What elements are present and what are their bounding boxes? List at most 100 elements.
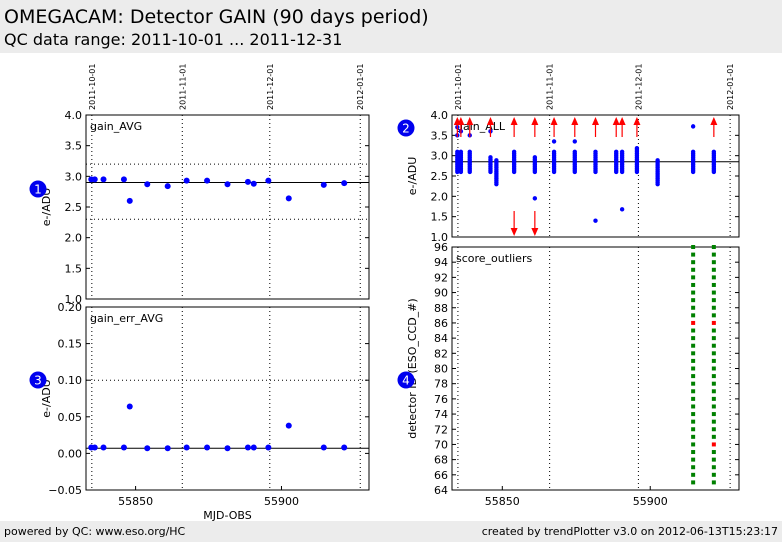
data-point	[144, 181, 151, 188]
x-tick-label: 55900	[633, 495, 668, 508]
date-tick-label: 2011-10-01	[88, 64, 97, 111]
outlier-arrow-head	[486, 117, 494, 125]
score-marker	[711, 252, 716, 257]
score-marker	[711, 465, 716, 470]
y-tick-label: −0.05	[48, 484, 82, 497]
date-tick-label: 2012-01-01	[356, 64, 365, 111]
score-marker	[691, 358, 696, 363]
score-marker	[711, 343, 716, 348]
score-marker	[691, 351, 696, 356]
score-marker	[691, 305, 696, 310]
data-point	[711, 149, 717, 155]
score-marker	[691, 457, 696, 462]
score-marker	[711, 366, 716, 371]
plot-label: gain_AVG	[90, 120, 142, 133]
data-point	[320, 181, 327, 188]
plot-badge-number: 4	[402, 374, 410, 388]
y-tick-label: 70	[434, 438, 448, 451]
data-point	[126, 197, 133, 204]
data-point	[244, 444, 251, 451]
y-tick-label: 92	[434, 271, 448, 284]
data-point	[341, 444, 348, 451]
score-marker	[711, 396, 716, 401]
data-point	[250, 444, 257, 451]
score-marker	[711, 282, 716, 287]
data-point	[224, 445, 231, 452]
score-marker	[711, 275, 716, 280]
data-point	[634, 145, 640, 151]
outlier-arrow-head	[466, 117, 474, 125]
score-marker	[711, 267, 716, 272]
score-marker	[711, 419, 716, 424]
y-tick-label: 72	[434, 423, 448, 436]
data-point	[285, 422, 292, 429]
y-tick-label: 80	[434, 363, 448, 376]
score-marker	[691, 472, 696, 477]
plot-badge	[397, 119, 415, 137]
date-tick-label: 2011-12-01	[266, 64, 275, 111]
data-point	[204, 177, 211, 184]
outlier-arrow-head	[710, 117, 718, 125]
score-marker	[691, 366, 696, 371]
score-marker	[691, 343, 696, 348]
y-tick-label: 2.5	[65, 201, 83, 214]
data-point	[100, 444, 107, 451]
score-marker	[711, 374, 716, 379]
score-marker	[711, 389, 716, 394]
y-tick-label: 64	[434, 484, 448, 497]
data-point	[551, 139, 557, 144]
data-point	[572, 149, 577, 155]
outlier-arrow-head	[592, 117, 599, 125]
score-marker	[691, 282, 696, 287]
score-marker	[691, 320, 696, 325]
y-tick-label: 78	[434, 378, 448, 391]
data-point	[91, 176, 98, 183]
score-marker	[711, 442, 716, 447]
plot-frame	[85, 114, 370, 300]
score-marker	[691, 381, 696, 386]
data-point	[458, 149, 464, 155]
data-point	[144, 445, 151, 452]
data-point	[551, 149, 557, 155]
score-marker	[711, 412, 716, 417]
score-marker	[711, 427, 716, 432]
data-point	[100, 176, 107, 183]
data-point	[224, 181, 231, 188]
data-point	[91, 444, 98, 451]
report-title: OMEGACAM: Detector GAIN (90 days period)	[4, 6, 429, 28]
outlier-arrow-head	[510, 117, 518, 125]
data-point	[532, 196, 538, 201]
data-point	[265, 444, 272, 451]
score-marker	[711, 472, 716, 477]
data-point	[120, 444, 127, 451]
score-marker	[711, 381, 716, 386]
data-point	[341, 180, 348, 187]
score-marker	[691, 313, 696, 318]
score-marker	[691, 396, 696, 401]
y-tick-label: 84	[434, 332, 448, 345]
score-marker	[691, 328, 696, 333]
y-tick-label: 0.00	[58, 447, 83, 460]
data-point	[204, 444, 211, 451]
score-marker	[691, 389, 696, 394]
x-tick-label: 55850	[118, 495, 153, 508]
data-point	[126, 403, 133, 410]
plot-frame	[85, 306, 370, 491]
score-marker	[691, 260, 696, 265]
score-marker	[711, 290, 716, 295]
score-marker	[711, 336, 716, 341]
data-point	[494, 158, 499, 163]
y-tick-label: 0.10	[58, 374, 83, 387]
score-marker	[711, 298, 716, 303]
score-marker	[711, 358, 716, 363]
score-marker	[711, 328, 716, 333]
y-axis-label: e-/ADU	[406, 157, 419, 196]
data-point	[690, 149, 696, 155]
plot-badge-number: 2	[402, 122, 410, 136]
y-tick-label: 3.0	[431, 150, 449, 163]
score-marker	[691, 245, 696, 249]
score-marker	[691, 336, 696, 341]
y-tick-label: 2.0	[431, 190, 449, 203]
y-tick-label: 74	[434, 408, 448, 421]
y-tick-label: 1.0	[65, 293, 83, 306]
